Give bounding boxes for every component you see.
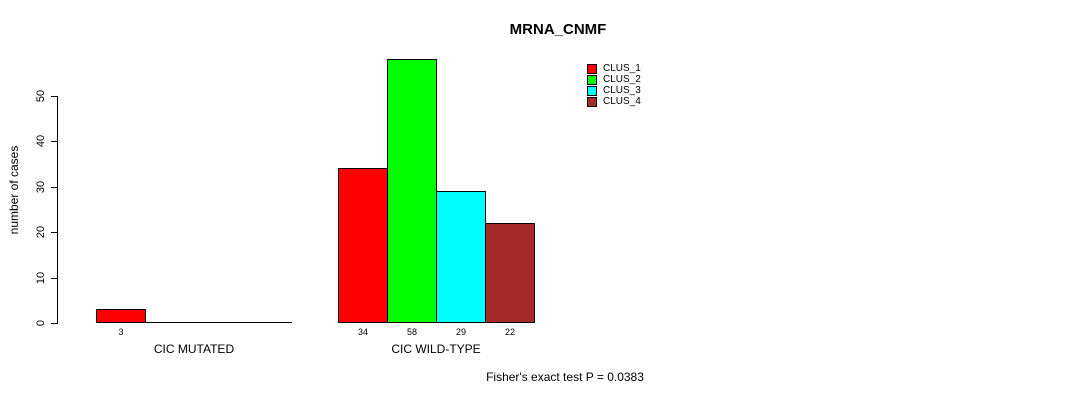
legend-swatch-clus_4 xyxy=(587,97,597,107)
legend-label: CLUS_2 xyxy=(603,74,641,85)
legend-item: CLUS_4 xyxy=(587,97,641,107)
y-axis-tick xyxy=(51,323,57,324)
bar-clus_1 xyxy=(338,168,388,323)
legend-swatch-clus_2 xyxy=(587,75,597,85)
bar-value-label: 22 xyxy=(504,327,515,337)
y-axis-tick xyxy=(51,141,57,142)
y-axis-tick xyxy=(51,95,57,97)
y-axis-tick xyxy=(51,277,57,279)
bar-value-label: 29 xyxy=(455,327,466,337)
y-axis-tick-label: 10 xyxy=(35,271,47,284)
y-axis-tick-label: 0 xyxy=(35,319,47,327)
x-group-label: CIC WILD-TYPE xyxy=(391,342,481,356)
legend-swatch-clus_3 xyxy=(587,86,597,96)
legend-label: CLUS_3 xyxy=(603,85,641,96)
bar-clus_3 xyxy=(436,191,486,323)
bar-value-label: 3 xyxy=(118,327,124,337)
chart-title: MRNA_CNMF xyxy=(509,21,607,38)
y-axis-tick-label: 40 xyxy=(35,134,47,148)
group-baseline xyxy=(96,322,292,323)
annotation-fisher-test: Fisher's exact test P = 0.0383 xyxy=(486,370,644,384)
legend-item: CLUS_2 xyxy=(587,75,641,85)
legend-item: CLUS_1 xyxy=(587,64,641,74)
bar-value-label: 58 xyxy=(406,327,417,337)
legend-label: CLUS_4 xyxy=(603,96,641,107)
legend-label: CLUS_1 xyxy=(603,63,641,74)
y-axis-tick-label: 20 xyxy=(35,225,47,239)
y-axis-tick xyxy=(51,186,57,188)
y-axis-tick xyxy=(51,232,57,233)
y-axis-line xyxy=(57,95,58,324)
legend-swatch-clus_1 xyxy=(587,64,597,74)
legend: CLUS_1 CLUS_2 CLUS_3 CLUS_4 xyxy=(587,64,641,108)
y-axis-tick-label: 30 xyxy=(35,180,47,193)
legend-item: CLUS_3 xyxy=(587,86,641,96)
y-axis-tick-label: 50 xyxy=(35,89,47,102)
y-axis-label-text: number of cases xyxy=(7,145,21,235)
bar-clus_1 xyxy=(96,309,146,323)
bar-value-label: 34 xyxy=(357,327,368,337)
bar-clus_4 xyxy=(485,223,535,323)
bar-clus_2 xyxy=(387,59,437,323)
x-group-label: CIC MUTATED xyxy=(153,342,235,356)
